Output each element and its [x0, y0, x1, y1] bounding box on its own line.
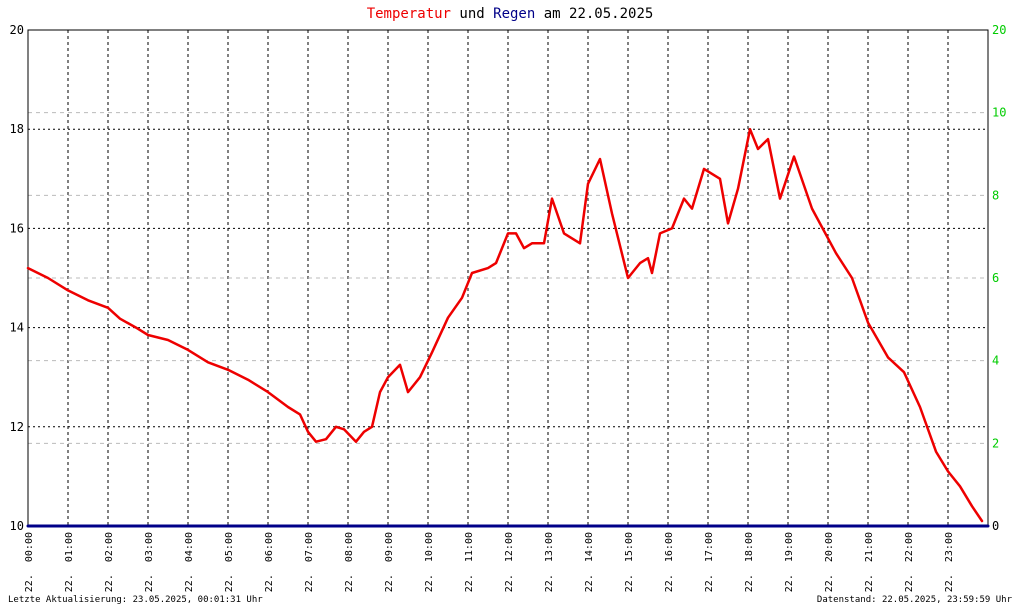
x-tick-label: 22. 16:00 — [664, 532, 675, 592]
grid-layer — [28, 30, 988, 526]
x-tick-label: 22. 09:00 — [384, 532, 395, 592]
x-tick-label: 22. 19:00 — [784, 532, 795, 592]
footer-last-update: Letzte Aktualisierung: 23.05.2025, 00:01… — [8, 595, 263, 605]
x-tick-label: 22. 08:00 — [344, 532, 355, 592]
x-tick-label: 22. 18:00 — [744, 532, 755, 592]
x-tick-label: 22. 23:00 — [944, 532, 955, 592]
x-tick-label: 22. 06:00 — [264, 532, 275, 592]
y-right-top-label: 20 — [992, 23, 1006, 37]
x-tick-label: 22. 00:00 — [24, 532, 35, 592]
y-right-tick-label: 8 — [992, 188, 999, 202]
y-left-tick-label: 10 — [10, 519, 24, 533]
y-left-tick-label: 12 — [10, 420, 24, 434]
x-tick-label: 22. 10:00 — [424, 532, 435, 592]
x-tick-label: 22. 14:00 — [584, 532, 595, 592]
chart-title-date: am 22.05.2025 — [535, 6, 653, 22]
chart-title-und: und — [451, 6, 493, 22]
x-tick-label: 22. 11:00 — [464, 532, 475, 592]
y-left-tick-label: 14 — [10, 321, 24, 335]
series-layer — [26, 127, 990, 528]
x-tick-label: 22. 17:00 — [704, 532, 715, 592]
x-tick-label: 22. 02:00 — [104, 532, 115, 592]
y-left-tick-label: 16 — [10, 221, 24, 235]
chart-title-temperature: Temperatur — [367, 6, 451, 22]
y-right-tick-label: 0 — [992, 519, 999, 533]
x-tick-label: 22. 15:00 — [624, 532, 635, 592]
footer-data-status: Datenstand: 22.05.2025, 23:59:59 Uhr — [817, 595, 1013, 605]
x-tick-label: 22. 04:00 — [184, 532, 195, 592]
y-right-tick-label: 10 — [992, 106, 1006, 120]
temperature-series-line — [26, 127, 984, 523]
y-right-tick-label: 2 — [992, 436, 999, 450]
y-left-tick-label: 18 — [10, 122, 24, 136]
y-right-tick-label: 6 — [992, 271, 999, 285]
y-right-tick-label: 4 — [992, 354, 999, 368]
x-tick-label: 22. 05:00 — [224, 532, 235, 592]
x-tick-label: 22. 21:00 — [864, 532, 875, 592]
x-tick-label: 22. 01:00 — [64, 532, 75, 592]
chart-title-regen: Regen — [493, 6, 535, 22]
x-tick-label: 22. 07:00 — [304, 532, 315, 592]
x-tick-label: 22. 12:00 — [504, 532, 515, 592]
chart-title: Temperatur und Regen am 22.05.2025 — [367, 6, 654, 22]
x-tick-label: 22. 13:00 — [544, 532, 555, 592]
x-tick-label: 22. 22:00 — [904, 532, 915, 592]
y-left-tick-label: 20 — [10, 23, 24, 37]
x-tick-label: 22. 03:00 — [144, 532, 155, 592]
x-tick-label: 22. 20:00 — [824, 532, 835, 592]
